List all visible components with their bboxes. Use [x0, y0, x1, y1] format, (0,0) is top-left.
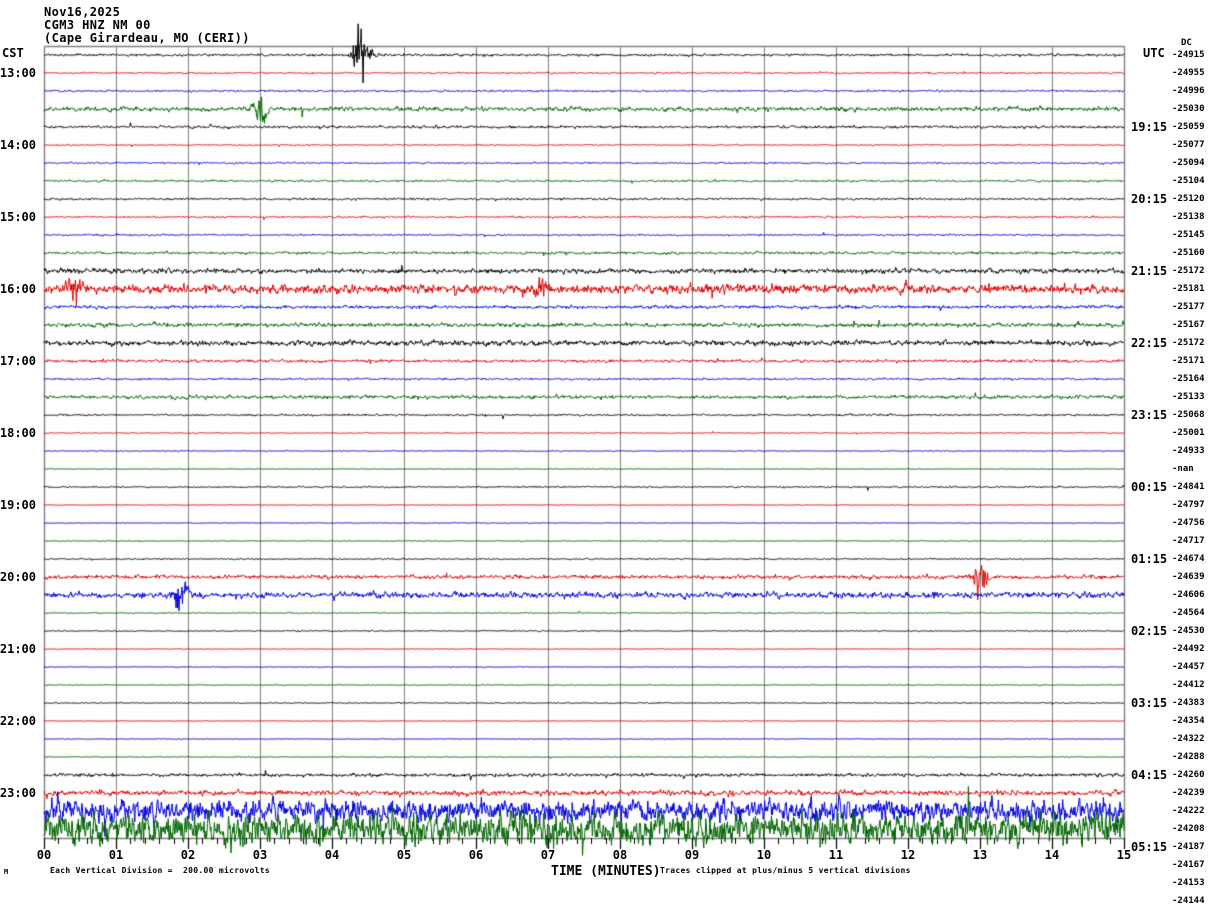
- left-axis-label: CST: [2, 46, 24, 60]
- dc-value: -25138: [1172, 212, 1205, 222]
- dc-value: -24260: [1172, 770, 1205, 780]
- dc-value: -25094: [1172, 158, 1205, 168]
- right-time-label: 01:15: [1131, 552, 1168, 566]
- dc-value: -24222: [1172, 806, 1205, 816]
- dc-value: -25172: [1172, 266, 1205, 276]
- dc-value: -24167: [1172, 860, 1205, 870]
- corner-mark: M: [4, 868, 9, 876]
- dc-value: -24412: [1172, 680, 1205, 690]
- dc-value: -24841: [1172, 482, 1205, 492]
- dc-value: -24187: [1172, 842, 1205, 852]
- x-tick-label: 14: [1044, 848, 1060, 862]
- dc-value: -24606: [1172, 590, 1205, 600]
- dc-value: -24354: [1172, 716, 1205, 726]
- x-tick-label: 10: [756, 848, 772, 862]
- left-time-label: 16:00: [0, 282, 36, 296]
- left-time-label: 23:00: [0, 786, 36, 800]
- right-axis-label: UTC: [1143, 46, 1165, 60]
- left-time-label: 18:00: [0, 426, 36, 440]
- dc-value: -24492: [1172, 644, 1205, 654]
- right-time-label: 22:15: [1131, 336, 1168, 350]
- right-time-label: 05:15: [1131, 840, 1168, 854]
- dc-value: -25077: [1172, 140, 1205, 150]
- x-tick-label: 11: [828, 848, 844, 862]
- x-tick-label: 05: [396, 848, 412, 862]
- clip-note: Traces clipped at plus/minus 5 vertical …: [660, 866, 911, 875]
- x-tick-label: 03: [252, 848, 268, 862]
- dc-value: -24564: [1172, 608, 1205, 618]
- header-channel: CGM3 HNZ NM 00: [44, 18, 151, 32]
- dc-value: -24996: [1172, 86, 1205, 96]
- x-tick-label: 12: [900, 848, 916, 862]
- dc-value: -25172: [1172, 338, 1205, 348]
- left-time-label: 17:00: [0, 354, 36, 368]
- dc-value: -25167: [1172, 320, 1205, 330]
- dc-value: -24674: [1172, 554, 1205, 564]
- dc-value: -24239: [1172, 788, 1205, 798]
- dc-value: -25068: [1172, 410, 1205, 420]
- right-time-label: 23:15: [1131, 408, 1168, 422]
- dc-value: -24933: [1172, 446, 1205, 456]
- x-tick-label: 08: [612, 848, 628, 862]
- right-time-label: 21:15: [1131, 264, 1168, 278]
- dc-value: -24756: [1172, 518, 1205, 528]
- dc-value: -25120: [1172, 194, 1205, 204]
- dc-value: -25160: [1172, 248, 1205, 258]
- dc-value: -25177: [1172, 302, 1205, 312]
- dc-value: -25171: [1172, 356, 1205, 366]
- dc-value: -24208: [1172, 824, 1205, 834]
- dc-value: -24797: [1172, 500, 1205, 510]
- right-time-label: 20:15: [1131, 192, 1168, 206]
- dc-value: -24639: [1172, 572, 1205, 582]
- dc-value: -24383: [1172, 698, 1205, 708]
- x-tick-label: 01: [108, 848, 124, 862]
- dc-value: -25030: [1172, 104, 1205, 114]
- seismogram-canvas: [0, 0, 1210, 886]
- left-time-label: 20:00: [0, 570, 36, 584]
- dc-value: -24915: [1172, 50, 1205, 60]
- left-time-label: 14:00: [0, 138, 36, 152]
- left-time-label: 15:00: [0, 210, 36, 224]
- dc-column-header: DC: [1181, 38, 1192, 48]
- dc-value: -24530: [1172, 626, 1205, 636]
- dc-value: -25145: [1172, 230, 1205, 240]
- dc-value: -24288: [1172, 752, 1205, 762]
- dc-value: -25104: [1172, 176, 1205, 186]
- left-time-label: 13:00: [0, 66, 36, 80]
- left-time-label: 21:00: [0, 642, 36, 656]
- scale-note: Each Vertical Division = 200.00 microvol…: [50, 866, 271, 875]
- right-time-label: 19:15: [1131, 120, 1168, 134]
- x-tick-label: 07: [540, 848, 556, 862]
- x-tick-label: 04: [324, 848, 340, 862]
- x-tick-label: 15: [1116, 848, 1132, 862]
- x-tick-label: 13: [972, 848, 988, 862]
- dc-value: -25059: [1172, 122, 1205, 132]
- right-time-label: 00:15: [1131, 480, 1168, 494]
- dc-value: -24457: [1172, 662, 1205, 672]
- dc-value: -25181: [1172, 284, 1205, 294]
- x-tick-label: 09: [684, 848, 700, 862]
- dc-value: -25164: [1172, 374, 1205, 384]
- header-date: Nov16,2025: [44, 5, 121, 19]
- dc-value: -nan: [1172, 464, 1194, 474]
- left-time-label: 22:00: [0, 714, 36, 728]
- dc-value: -24717: [1172, 536, 1205, 546]
- x-axis-title: TIME (MINUTES): [551, 864, 661, 879]
- right-time-label: 04:15: [1131, 768, 1168, 782]
- dc-value: -24955: [1172, 68, 1205, 78]
- x-tick-label: 02: [180, 848, 196, 862]
- x-tick-label: 00: [36, 848, 52, 862]
- dc-value: -24153: [1172, 878, 1205, 888]
- right-time-label: 03:15: [1131, 696, 1168, 710]
- dc-value: -24144: [1172, 896, 1205, 906]
- dc-value: -25001: [1172, 428, 1205, 438]
- right-time-label: 02:15: [1131, 624, 1168, 638]
- x-tick-label: 06: [468, 848, 484, 862]
- left-time-label: 19:00: [0, 498, 36, 512]
- header-station: (Cape Girardeau, MO (CERI)): [44, 31, 250, 45]
- dc-value: -25133: [1172, 392, 1205, 402]
- dc-value: -24322: [1172, 734, 1205, 744]
